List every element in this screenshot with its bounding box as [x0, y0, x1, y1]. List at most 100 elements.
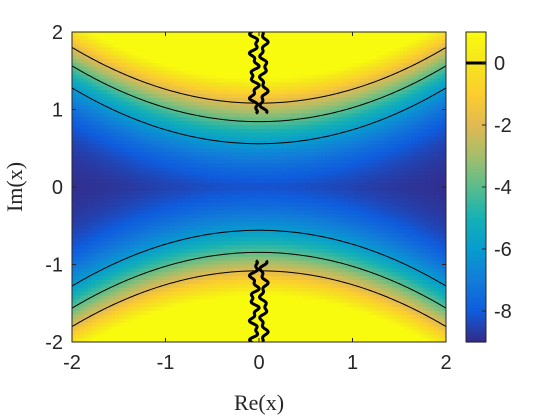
heatmap-cell [313, 194, 319, 200]
heatmap-cell [146, 70, 151, 76]
heatmap-cell [146, 78, 151, 83]
heatmap-cell [181, 78, 186, 83]
heatmap-cell [227, 70, 233, 76]
heatmap-cell [329, 156, 334, 161]
heatmap-cell [278, 144, 283, 149]
heatmap-cell [313, 70, 319, 76]
heatmap-cell [146, 59, 151, 64]
heatmap-cell [356, 152, 361, 157]
heatmap-cell [255, 105, 260, 111]
heatmap-cell [410, 210, 416, 215]
heatmap-cell [305, 90, 311, 95]
heatmap-cell [149, 101, 155, 107]
heatmap-cell [212, 206, 217, 211]
heatmap-cell [371, 109, 377, 114]
heatmap-cell [301, 152, 307, 157]
heatmap-cell [177, 218, 182, 223]
heatmap-cell [442, 70, 446, 76]
heatmap-cell [138, 229, 143, 235]
heatmap-cell [270, 35, 276, 41]
heatmap-cell [383, 90, 389, 95]
heatmap-cell [227, 148, 233, 153]
heatmap-cell [340, 198, 346, 204]
heatmap-cell [114, 194, 120, 200]
heatmap-cell [270, 74, 276, 80]
heatmap-cell [72, 82, 77, 87]
heatmap-cell [375, 43, 381, 49]
heatmap-cell [418, 128, 424, 134]
heatmap-cell [208, 90, 213, 95]
heatmap-cell [375, 82, 381, 87]
heatmap-cell [184, 190, 190, 196]
heatmap-cell [282, 218, 287, 223]
heatmap-cell [282, 47, 287, 52]
heatmap-cell [235, 183, 241, 188]
heatmap-cell [371, 43, 377, 49]
heatmap-cell [223, 152, 229, 157]
heatmap-cell [290, 221, 295, 227]
heatmap-cell [305, 136, 311, 142]
heatmap-cell [438, 82, 443, 87]
heatmap-cell [262, 225, 268, 231]
heatmap-cell [414, 125, 420, 130]
heatmap-cell [259, 152, 264, 157]
heatmap-cell [344, 35, 350, 41]
heatmap-cell [336, 86, 342, 91]
heatmap-cell [122, 78, 128, 83]
heatmap-cell [395, 210, 400, 215]
heatmap-cell [72, 51, 77, 56]
heatmap-cell [356, 132, 361, 138]
heatmap-cell [333, 70, 338, 76]
heatmap-cell [352, 132, 357, 138]
heatmap-cell [286, 109, 291, 114]
heatmap-cell [375, 94, 381, 99]
heatmap-cell [161, 66, 167, 72]
heatmap-cell [142, 121, 147, 126]
heatmap-cell [340, 214, 346, 219]
heatmap-cell [270, 218, 276, 223]
heatmap-cell [364, 109, 369, 114]
heatmap-cell [247, 183, 252, 188]
heatmap-cell [153, 159, 159, 165]
heatmap-cell [91, 86, 96, 91]
heatmap-cell [418, 136, 424, 142]
heatmap-cell [99, 32, 104, 37]
heatmap-cell [235, 202, 241, 207]
heatmap-cell [91, 63, 96, 68]
heatmap-cell [243, 105, 248, 111]
heatmap-cell [399, 113, 404, 118]
heatmap-cell [294, 156, 299, 161]
heatmap-cell [177, 214, 182, 219]
heatmap-cell [196, 229, 202, 235]
heatmap-cell [243, 210, 248, 215]
heatmap-cell [75, 183, 81, 188]
heatmap-cell [301, 47, 307, 52]
heatmap-cell [266, 221, 272, 227]
heatmap-cell [79, 198, 85, 204]
heatmap-cell [356, 101, 361, 107]
heatmap-cell [223, 187, 229, 192]
heatmap-cell [146, 229, 151, 235]
heatmap-cell [227, 171, 233, 176]
heatmap-cell [146, 94, 151, 99]
heatmap-cell [118, 132, 124, 138]
heatmap-cell [352, 198, 357, 204]
heatmap-cell [410, 159, 416, 165]
heatmap-cell [107, 202, 112, 207]
heatmap-cell [414, 70, 420, 76]
heatmap-cell [395, 156, 400, 161]
heatmap-cell [103, 94, 108, 99]
heatmap-cell [340, 59, 346, 64]
heatmap-cell [313, 179, 319, 184]
heatmap-cell [142, 105, 147, 111]
heatmap-cell [79, 35, 85, 41]
heatmap-cell [130, 66, 135, 72]
heatmap-cell [107, 97, 112, 103]
heatmap-cell [169, 194, 174, 200]
heatmap-cell [216, 202, 221, 207]
heatmap-cell [418, 105, 424, 111]
heatmap-cell [422, 190, 428, 196]
heatmap-cell [157, 144, 163, 149]
heatmap-cell [262, 156, 268, 161]
heatmap-cell [146, 187, 151, 192]
